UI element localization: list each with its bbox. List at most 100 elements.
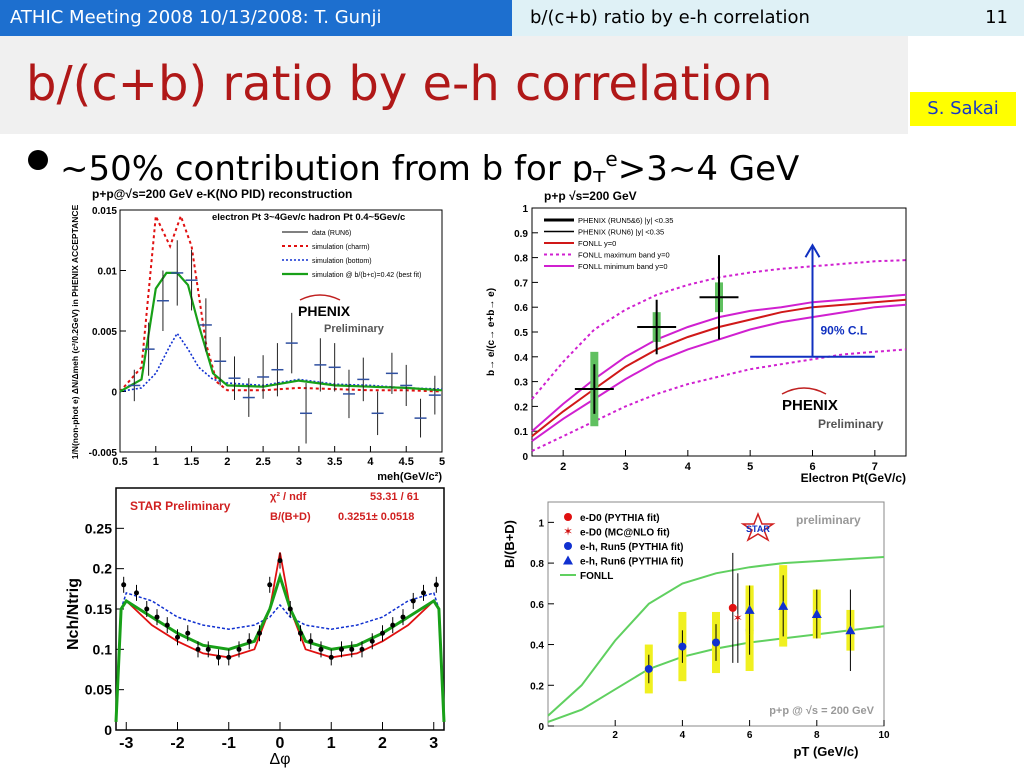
x-tick-label: 10 <box>878 730 890 741</box>
y-tick-label: -0.005 <box>89 448 118 459</box>
x-tick-label: 4 <box>685 461 692 473</box>
legend-label: data (RUN6) <box>312 230 351 237</box>
data-point <box>144 606 150 612</box>
y-tick-label: 0.25 <box>85 520 112 536</box>
x-tick-label: 8 <box>814 730 820 741</box>
data-point <box>121 582 127 588</box>
y-tick-label: 0.1 <box>93 641 113 657</box>
y-tick-label: 0.4 <box>514 353 528 364</box>
stat-value: 0.3251± 0.0518 <box>338 511 414 523</box>
y-tick-label: 0.7 <box>514 278 528 289</box>
x-tick-label: 0 <box>276 735 285 752</box>
legend-swatch <box>563 555 573 565</box>
x-tick-label: 5 <box>439 456 445 468</box>
data-point <box>359 646 365 652</box>
chart-star-ratio: 2 4 6 8 10 0 0.2 0.4 0.6 0.8 1 pT (GeV/c) B/(B+D) ✶ e-… <box>496 494 900 768</box>
logo-text: PHENIX <box>782 397 838 414</box>
data-point <box>728 603 737 612</box>
y-tick-label: 0.005 <box>92 327 117 338</box>
data-point <box>164 622 170 628</box>
x-tick-label: -1 <box>222 735 236 752</box>
data-point <box>216 654 221 660</box>
data-point <box>433 582 439 588</box>
data-point <box>744 604 755 614</box>
data-point <box>845 625 856 635</box>
legend-label: e-h, Run5 (PYTHIA fit) <box>580 542 684 553</box>
logo-note: preliminary <box>796 513 861 527</box>
x-tick-label: 5 <box>747 461 753 473</box>
data-point <box>246 638 252 644</box>
series-line <box>119 331 443 393</box>
legend-label: FONLL maximum band y=0 <box>578 251 670 260</box>
y-tick-label: 0.1 <box>514 427 528 438</box>
header-bar: ATHIC Meeting 2008 10/13/2008: T. Gunji … <box>0 0 1024 36</box>
y-tick-label: 0.015 <box>92 206 117 217</box>
x-tick-label: 6 <box>809 461 815 473</box>
limit-arrowhead <box>804 243 821 258</box>
fit-line <box>114 571 446 722</box>
y-tick-label: 1 <box>538 518 544 529</box>
y-tick-label: 0 <box>522 452 528 463</box>
title-area <box>0 36 908 134</box>
legend-label: FONLL <box>580 571 613 582</box>
x-tick-label: 1.5 <box>184 456 199 468</box>
data-point <box>400 614 406 620</box>
x-tick-label: 3 <box>622 461 628 473</box>
logo-note: Preliminary <box>324 323 385 335</box>
series-line <box>119 212 443 393</box>
page-title: b/(c+b) ratio by e-h correlation <box>26 56 773 112</box>
y-tick-label: 0.6 <box>514 303 528 314</box>
y-tick-label: 0 <box>111 388 117 399</box>
y-tick-label: 0.2 <box>530 681 544 692</box>
legend-label: e-D0 (MC@NLO fit) <box>580 528 670 539</box>
x-tick-label: 7 <box>872 461 878 473</box>
series-line <box>119 271 443 393</box>
data-point <box>380 630 385 636</box>
y-axis-label: b→ e/(c→ e+b→ e) <box>486 288 497 376</box>
x-tick-label: 2.5 <box>255 456 270 468</box>
x-tick-label: 4 <box>367 456 374 468</box>
data-point <box>390 622 396 628</box>
chart-subtitle: electron Pt 3~4Gev/c hadron Pt 0.4~5Gev/… <box>212 212 405 223</box>
data-point <box>318 646 324 652</box>
x-tick-label: 1 <box>327 735 336 752</box>
legend-label: simulation (charm) <box>312 244 370 251</box>
x-tick-label: 6 <box>747 730 753 741</box>
y-tick-label: 0.8 <box>530 559 544 570</box>
x-tick-label: 3.5 <box>327 456 342 468</box>
legend-label: FONLL minimum band y=0 <box>578 262 668 271</box>
y-tick-label: 1 <box>522 204 528 215</box>
x-tick-label: 1 <box>153 456 159 468</box>
stat-label: χ² / ndf <box>270 491 307 503</box>
data-point <box>175 634 180 640</box>
logo-note: Preliminary <box>818 417 884 431</box>
chart-phenix-ratio-svg: p+p √s=200 GeV 2 3 4 5 6 7 0 0.1 0.2 0.3 0.4 0.5 0.6 0… <box>486 189 907 485</box>
chart-star-dphi: STAR Preliminary χ² / ndf B/(B+D) 53.31 / 6… <box>60 484 450 768</box>
data-point <box>410 598 416 604</box>
fit-line <box>115 552 445 722</box>
legend-label: FONLL y=0 <box>578 239 616 248</box>
logo-text: PHENIX <box>298 303 351 319</box>
energy-annotation: p+p @ √s = 200 GeV <box>769 705 874 717</box>
y-tick-label: 0.4 <box>530 641 544 652</box>
author-tag: S. Sakai <box>910 92 1016 126</box>
stat-label: B/(B+D) <box>270 511 311 523</box>
fit-line <box>115 591 445 714</box>
header-right: b/(c+b) ratio by e-h correlation 11 <box>512 0 1024 36</box>
data-point <box>298 630 303 636</box>
data-point <box>195 646 201 652</box>
y-tick-label: 0.2 <box>93 561 113 577</box>
data-point: ✶ <box>733 611 743 625</box>
data-point <box>712 638 720 647</box>
chart-star-ratio-svg: 2 4 6 8 10 0 0.2 0.4 0.6 0.8 1 pT (GeV/c) B/(B+D) ✶ e-… <box>502 501 890 759</box>
data-point <box>257 630 262 636</box>
legend-swatch: ✶ <box>563 525 573 539</box>
y-axis-label: Nch/Ntrig <box>65 578 82 650</box>
data-point <box>339 646 344 652</box>
data-point <box>778 600 789 610</box>
star-logo-icon <box>740 511 776 542</box>
data-point <box>369 638 375 644</box>
y-axis-label: B/(B+D) <box>502 520 517 568</box>
logo-text: STAR <box>746 524 770 534</box>
chart-ek-mass: p+p@√s=200 GeV e-K(NO PID) reconstructio… <box>62 182 448 484</box>
